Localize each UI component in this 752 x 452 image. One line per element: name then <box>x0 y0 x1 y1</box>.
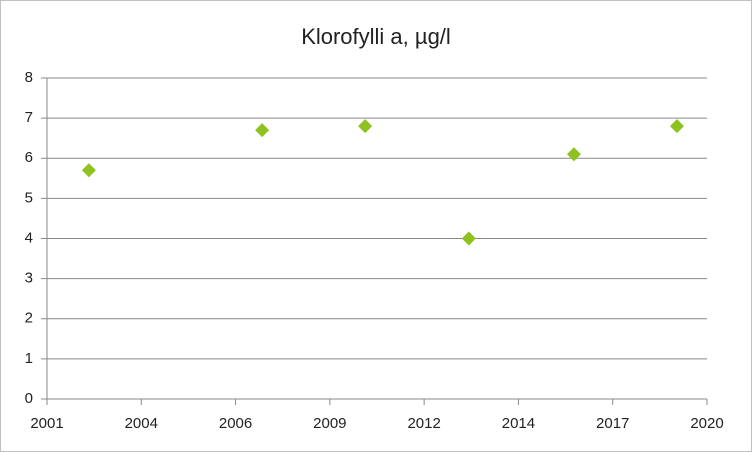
x-tick-label: 2004 <box>125 415 158 432</box>
point <box>461 231 476 246</box>
y-tick-label: 8 <box>25 69 33 86</box>
point <box>669 119 684 134</box>
x-tick-label: 2012 <box>407 415 440 432</box>
chart-title: Klorofylli a, µg/l <box>301 24 451 49</box>
point <box>255 123 270 138</box>
y-tick-label: 2 <box>25 310 33 327</box>
point <box>358 119 373 134</box>
y-tick-label: 4 <box>25 229 33 246</box>
x-tick-label: 2006 <box>219 415 252 432</box>
point <box>81 163 96 178</box>
y-tick-label: 3 <box>25 270 33 287</box>
x-tick-label: 2020 <box>690 415 723 432</box>
y-tick-label: 1 <box>25 350 33 367</box>
y-tick-label: 7 <box>25 109 33 126</box>
point <box>566 147 581 162</box>
y-tick-label: 6 <box>25 149 33 166</box>
y-tick-label: 0 <box>25 390 33 407</box>
x-tick-label: 2001 <box>30 415 63 432</box>
y-tick-label: 5 <box>25 189 33 206</box>
x-tick-label: 2009 <box>313 415 346 432</box>
x-tick-label: 2014 <box>502 415 535 432</box>
x-tick-label: 2017 <box>596 415 629 432</box>
